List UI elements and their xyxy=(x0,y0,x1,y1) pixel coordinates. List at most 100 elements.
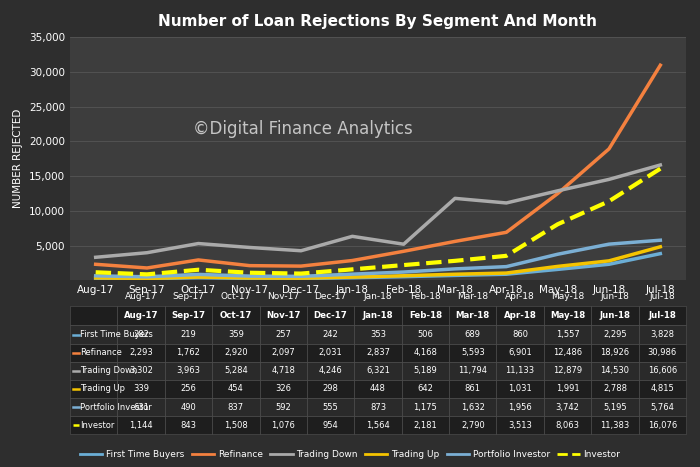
Bar xyxy=(402,306,449,325)
First Time Buyers xyxy=(194,275,202,281)
First Time Buyers xyxy=(400,274,408,279)
Bar xyxy=(118,306,164,325)
Text: 837: 837 xyxy=(228,403,244,411)
Text: ©Digital Finance Analytics: ©Digital Finance Analytics xyxy=(193,120,413,139)
Text: 16,076: 16,076 xyxy=(648,421,677,430)
Bar xyxy=(638,380,686,398)
Text: 11,383: 11,383 xyxy=(601,421,629,430)
Bar xyxy=(260,398,307,416)
Refinance xyxy=(656,63,664,68)
Bar xyxy=(164,306,212,325)
Text: 555: 555 xyxy=(323,403,339,411)
Text: Jun-18: Jun-18 xyxy=(601,292,629,301)
Bar xyxy=(402,398,449,416)
Bar xyxy=(354,362,402,380)
Trading Down xyxy=(554,188,562,194)
First Time Buyers xyxy=(605,262,613,267)
Bar xyxy=(592,344,638,362)
Text: 2,837: 2,837 xyxy=(366,348,390,357)
Text: Dec-17: Dec-17 xyxy=(314,292,346,301)
Text: Sep-17: Sep-17 xyxy=(172,292,204,301)
Bar xyxy=(544,362,592,380)
Bar xyxy=(164,362,212,380)
Bar xyxy=(638,306,686,325)
Text: 1,508: 1,508 xyxy=(224,421,248,430)
Text: Investor: Investor xyxy=(80,421,115,430)
Text: 4,815: 4,815 xyxy=(650,384,674,394)
Investor xyxy=(143,271,151,277)
Trading Down xyxy=(400,241,408,247)
Text: Feb-18: Feb-18 xyxy=(409,311,442,320)
Text: 3,302: 3,302 xyxy=(129,366,153,375)
Investor xyxy=(502,253,510,259)
First Time Buyers xyxy=(143,276,151,282)
Text: 339: 339 xyxy=(133,384,149,394)
Bar xyxy=(402,416,449,434)
Trading Down xyxy=(656,162,664,168)
Refinance xyxy=(502,229,510,235)
Trading Up xyxy=(246,275,254,281)
Bar xyxy=(449,380,496,398)
Bar xyxy=(402,325,449,344)
Line: Trading Down: Trading Down xyxy=(96,165,660,257)
Text: Mar-18: Mar-18 xyxy=(457,292,489,301)
Text: 873: 873 xyxy=(370,403,386,411)
Bar xyxy=(544,416,592,434)
Bar xyxy=(449,325,496,344)
Text: Nov-17: Nov-17 xyxy=(267,292,300,301)
Bar xyxy=(212,344,260,362)
Bar xyxy=(118,380,164,398)
Refinance xyxy=(348,258,356,263)
Bar xyxy=(354,380,402,398)
Text: 5,284: 5,284 xyxy=(224,366,248,375)
Trading Up xyxy=(92,275,100,281)
Portfolio Investor xyxy=(246,273,254,279)
Text: Aug-17: Aug-17 xyxy=(125,292,158,301)
Text: 1,762: 1,762 xyxy=(176,348,200,357)
Bar xyxy=(402,380,449,398)
First Time Buyers xyxy=(297,276,305,281)
Text: 1,175: 1,175 xyxy=(414,403,438,411)
Investor xyxy=(605,198,613,204)
Bar xyxy=(496,416,544,434)
Text: 282: 282 xyxy=(133,330,149,339)
Text: 12,879: 12,879 xyxy=(553,366,582,375)
Investor xyxy=(451,258,459,264)
Text: 1,632: 1,632 xyxy=(461,403,484,411)
Bar xyxy=(496,306,544,325)
Bar xyxy=(307,380,354,398)
Portfolio Investor xyxy=(605,241,613,247)
Bar xyxy=(544,325,592,344)
Bar xyxy=(592,416,638,434)
Portfolio Investor xyxy=(194,272,202,277)
Refinance xyxy=(194,257,202,263)
Text: Oct-17: Oct-17 xyxy=(220,292,251,301)
Bar xyxy=(496,398,544,416)
Text: 6,321: 6,321 xyxy=(366,366,390,375)
Text: Jan-18: Jan-18 xyxy=(363,311,393,320)
Text: 11,794: 11,794 xyxy=(458,366,487,375)
Text: 6,901: 6,901 xyxy=(508,348,532,357)
Text: 1,991: 1,991 xyxy=(556,384,580,394)
Bar xyxy=(449,398,496,416)
Bar xyxy=(544,398,592,416)
Text: May-18: May-18 xyxy=(550,311,585,320)
Portfolio Investor xyxy=(451,266,459,272)
Text: 642: 642 xyxy=(417,384,433,394)
Portfolio Investor xyxy=(656,237,664,243)
Bar xyxy=(307,325,354,344)
Refinance xyxy=(605,146,613,152)
Text: 1,956: 1,956 xyxy=(508,403,532,411)
Text: 2,097: 2,097 xyxy=(272,348,295,357)
Bar xyxy=(260,362,307,380)
Bar xyxy=(307,362,354,380)
Bar xyxy=(260,380,307,398)
Text: 4,246: 4,246 xyxy=(318,366,342,375)
Text: 2,788: 2,788 xyxy=(603,384,627,394)
Line: Portfolio Investor: Portfolio Investor xyxy=(96,240,660,277)
Text: 3,963: 3,963 xyxy=(176,366,200,375)
Bar xyxy=(70,398,118,416)
Bar xyxy=(496,325,544,344)
Text: Jul-18: Jul-18 xyxy=(648,311,676,320)
Bar xyxy=(354,398,402,416)
